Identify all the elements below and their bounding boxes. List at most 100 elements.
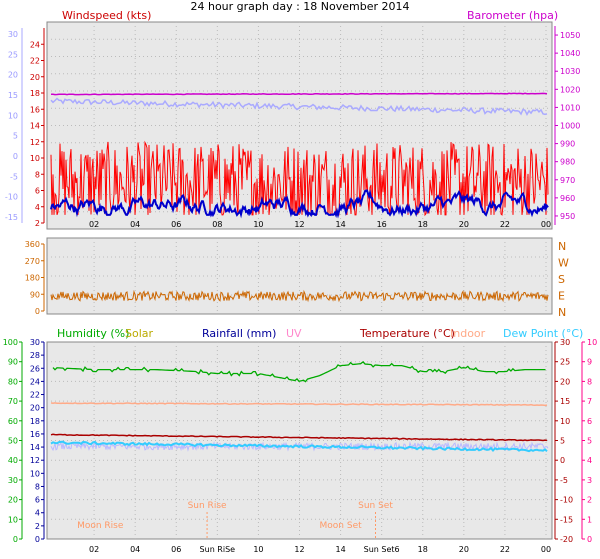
rainfall-axis-tick-label: 28: [30, 351, 40, 360]
x-tick-label: 20: [459, 220, 469, 229]
temperature-left-tick-label: 25: [8, 50, 18, 59]
rainfall-axis-tick-label: 24: [30, 377, 40, 386]
barometer-label: Barometer (hpa): [467, 9, 558, 22]
x-tick-label: 16: [377, 220, 387, 229]
x-tick-label: 04: [130, 220, 140, 229]
x-tick-label: Sun RiSe: [200, 545, 236, 554]
x-tick-label: 20: [459, 545, 469, 554]
x-tick-label: 12: [294, 545, 304, 554]
humidity-axis-tick-label: 80: [8, 377, 18, 386]
rainfall-axis-tick-label: 0: [35, 535, 40, 544]
temperature-axis-tick-label: 5: [560, 437, 565, 446]
winddir-panel-series: [50, 289, 549, 303]
barometer-axis-tick-label: 1050: [560, 31, 580, 40]
x-tick-label: 10: [253, 545, 263, 554]
uv-axis-tick-label: 4: [587, 456, 592, 465]
x-tick-label: 22: [500, 545, 510, 554]
windspeed-axis-tick-label: 20: [30, 73, 40, 82]
barometer-axis-tick-label: 1040: [560, 49, 580, 58]
x-tick-label: 12: [294, 220, 304, 229]
rainfall-axis-tick-label: 2: [35, 522, 40, 531]
barometer-axis: 950 960 970 980 990 1000 1010 1020 1030 1040 1050: [554, 26, 580, 225]
x-tick-label: 02: [89, 545, 99, 554]
humidity-axis-tick-label: 30: [8, 476, 18, 485]
annotation-label: Sun Set: [358, 501, 393, 511]
temperature-left-tick-label: 5: [13, 132, 18, 141]
uv-axis-tick-label: 3: [587, 476, 592, 485]
uv-axis-tick-label: 9: [587, 358, 592, 367]
temperature-axis-tick-label: -15: [560, 515, 573, 524]
x-tick-label: 10: [253, 220, 263, 229]
x-tick-label: 14: [335, 545, 345, 554]
sun-moon-annotations: Moon Rise Sun Rise Moon Set Sun Set: [77, 501, 393, 539]
rainfall-axis-tick-label: 16: [30, 430, 40, 439]
barometer-axis-tick-label: 980: [560, 158, 575, 167]
rainfall-axis-tick-label: 8: [35, 482, 40, 491]
degree-axis-tick-label: 270: [25, 257, 40, 266]
rainfall-axis-tick-label: 4: [35, 509, 40, 518]
temperature-left-tick-label: 0: [13, 152, 18, 161]
wind-panel-x-ticks: 02 04 06 08 10 12 14 16 18 20 22 00: [89, 220, 551, 229]
x-tick-label: 00: [541, 220, 551, 229]
windspeed-axis-tick-label: 16: [30, 105, 40, 114]
windspeed-axis-tick-label: 10: [30, 154, 40, 163]
winddir-degree-axis: 0 90 180 270 360: [25, 240, 45, 316]
humidity-series: [52, 361, 546, 383]
humidity-axis-tick-label: 20: [8, 496, 18, 505]
humidity-axis-tick-label: 10: [8, 515, 18, 524]
x-tick-label: 18: [418, 545, 428, 554]
uv-label: UV: [286, 327, 302, 340]
windspeed-axis-tick-label: 14: [30, 122, 40, 131]
windspeed-axis-tick-label: 22: [30, 57, 40, 66]
temp-panel-x-ticks: 02 04 06 Sun RiSe 10 12 14 Sun Set6 18 20 22 00: [89, 545, 551, 554]
humidity-axis-tick-label: 50: [8, 437, 18, 446]
x-tick-label: 00: [541, 545, 551, 554]
temperature-axis-tick-label: 30: [560, 338, 570, 347]
rainfall-axis-tick-label: 14: [30, 443, 40, 452]
x-tick-label: 14: [335, 220, 345, 229]
uv-axis-tick-label: 10: [587, 338, 597, 347]
temperature-axis-tick-label: 0: [560, 456, 565, 465]
x-tick-label: 02: [89, 220, 99, 229]
uv-axis-tick-label: 6: [587, 417, 592, 426]
compass-label: S: [558, 273, 565, 286]
windspeed-label: Windspeed (kts): [62, 9, 151, 22]
wind-average-series: [50, 189, 549, 219]
temperature-left-tick-label: 10: [8, 111, 18, 120]
humidity-label: Humidity (%): [57, 327, 129, 340]
temperature-axis-tick-label: 20: [560, 377, 570, 386]
compass-label: W: [558, 257, 569, 270]
rainfall-axis-tick-label: 26: [30, 364, 40, 373]
x-tick-label: 08: [212, 220, 222, 229]
dewpoint-label: Dew Point (°C): [503, 327, 583, 340]
windspeed-axis-tick-label: 4: [35, 203, 40, 212]
x-tick-label: 18: [418, 220, 428, 229]
windspeed-axis-tick-label: 24: [30, 40, 40, 49]
temp-panel-series: [50, 361, 549, 453]
temperature-left-tick-label: -10: [5, 193, 18, 202]
barometer-axis-tick-label: 950: [560, 212, 575, 221]
compass-label: N: [558, 240, 566, 253]
barometer-axis-tick-label: 970: [560, 176, 575, 185]
temperature-axis-tick-label: -5: [560, 476, 568, 485]
dewpoint-series: [50, 440, 548, 453]
x-tick-label: 06: [171, 220, 181, 229]
temperature-axis-tick-label: 10: [560, 417, 570, 426]
humidity-axis-tick-label: 70: [8, 397, 18, 406]
rainfall-label: Rainfall (mm): [202, 327, 276, 340]
uv-axis: 0 1 2 3 4 5 6 7 8 9 10: [581, 338, 597, 544]
x-tick-label: 22: [500, 220, 510, 229]
temperature-axis-tick-label: 25: [560, 358, 570, 367]
humidity-axis-tick-label: 40: [8, 456, 18, 465]
degree-axis-tick-label: 360: [25, 240, 40, 249]
uv-axis-tick-label: 5: [587, 437, 592, 446]
wind-direction-series: [50, 289, 549, 303]
barometer-axis-tick-label: 1000: [560, 122, 580, 131]
temperature-label: Temperature (°C): [359, 327, 455, 340]
temperature-left-tick-label: -5: [10, 172, 18, 181]
temperature-axis-tick-label: 15: [560, 397, 570, 406]
windspeed-axis-tick-label: 12: [30, 138, 40, 147]
humidity-axis: 0 10 20 30 40 50 60 70 80 90 100: [3, 338, 23, 544]
